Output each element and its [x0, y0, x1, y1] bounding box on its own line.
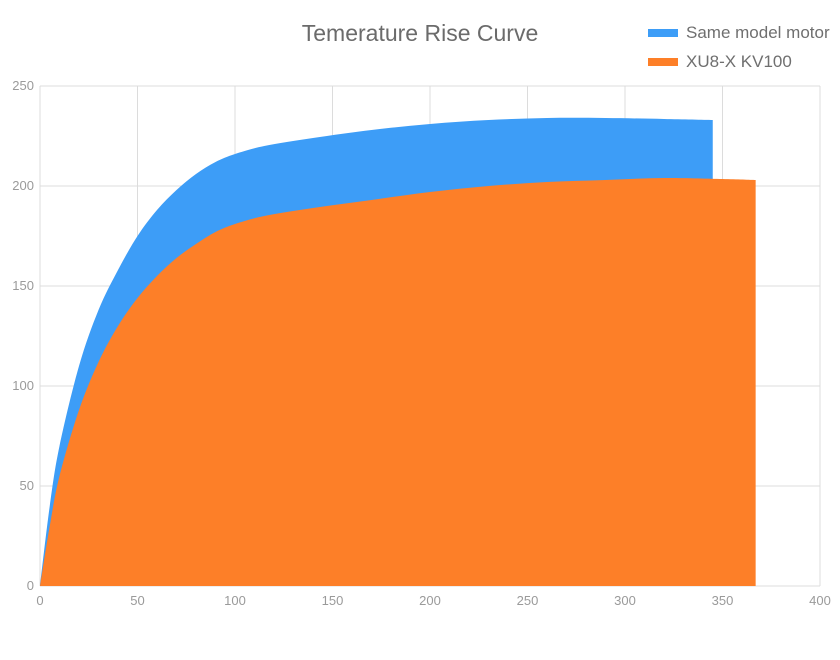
x-tick-label: 50	[130, 593, 144, 608]
area-series-2	[40, 177, 756, 586]
y-tick-label: 200	[12, 178, 34, 193]
x-tick-label: 350	[712, 593, 734, 608]
x-tick-label: 400	[809, 593, 831, 608]
legend-item-xu8x: XU8-X KV100	[648, 47, 830, 76]
legend: Same model motor XU8-X KV100	[648, 18, 830, 76]
legend-swatch-same-model	[648, 28, 678, 37]
x-tick-label: 100	[224, 593, 246, 608]
x-tick-label: 200	[419, 593, 441, 608]
legend-item-same-model: Same model motor	[648, 18, 830, 47]
x-tick-label: 0	[36, 593, 43, 608]
chart-title: Temerature Rise Curve	[301, 20, 539, 46]
y-tick-label: 150	[12, 278, 34, 293]
legend-label-same-model: Same model motor	[686, 22, 830, 42]
legend-swatch-xu8x	[648, 57, 678, 66]
y-tick-label: 50	[20, 478, 34, 493]
x-tick-label: 250	[517, 593, 539, 608]
y-tick-label: 0	[27, 578, 34, 593]
y-tick-label: 250	[12, 78, 34, 93]
legend-label-xu8x: XU8-X KV100	[686, 51, 792, 71]
x-tick-label: 150	[322, 593, 344, 608]
y-tick-label: 100	[12, 378, 34, 393]
x-tick-label: 300	[614, 593, 636, 608]
